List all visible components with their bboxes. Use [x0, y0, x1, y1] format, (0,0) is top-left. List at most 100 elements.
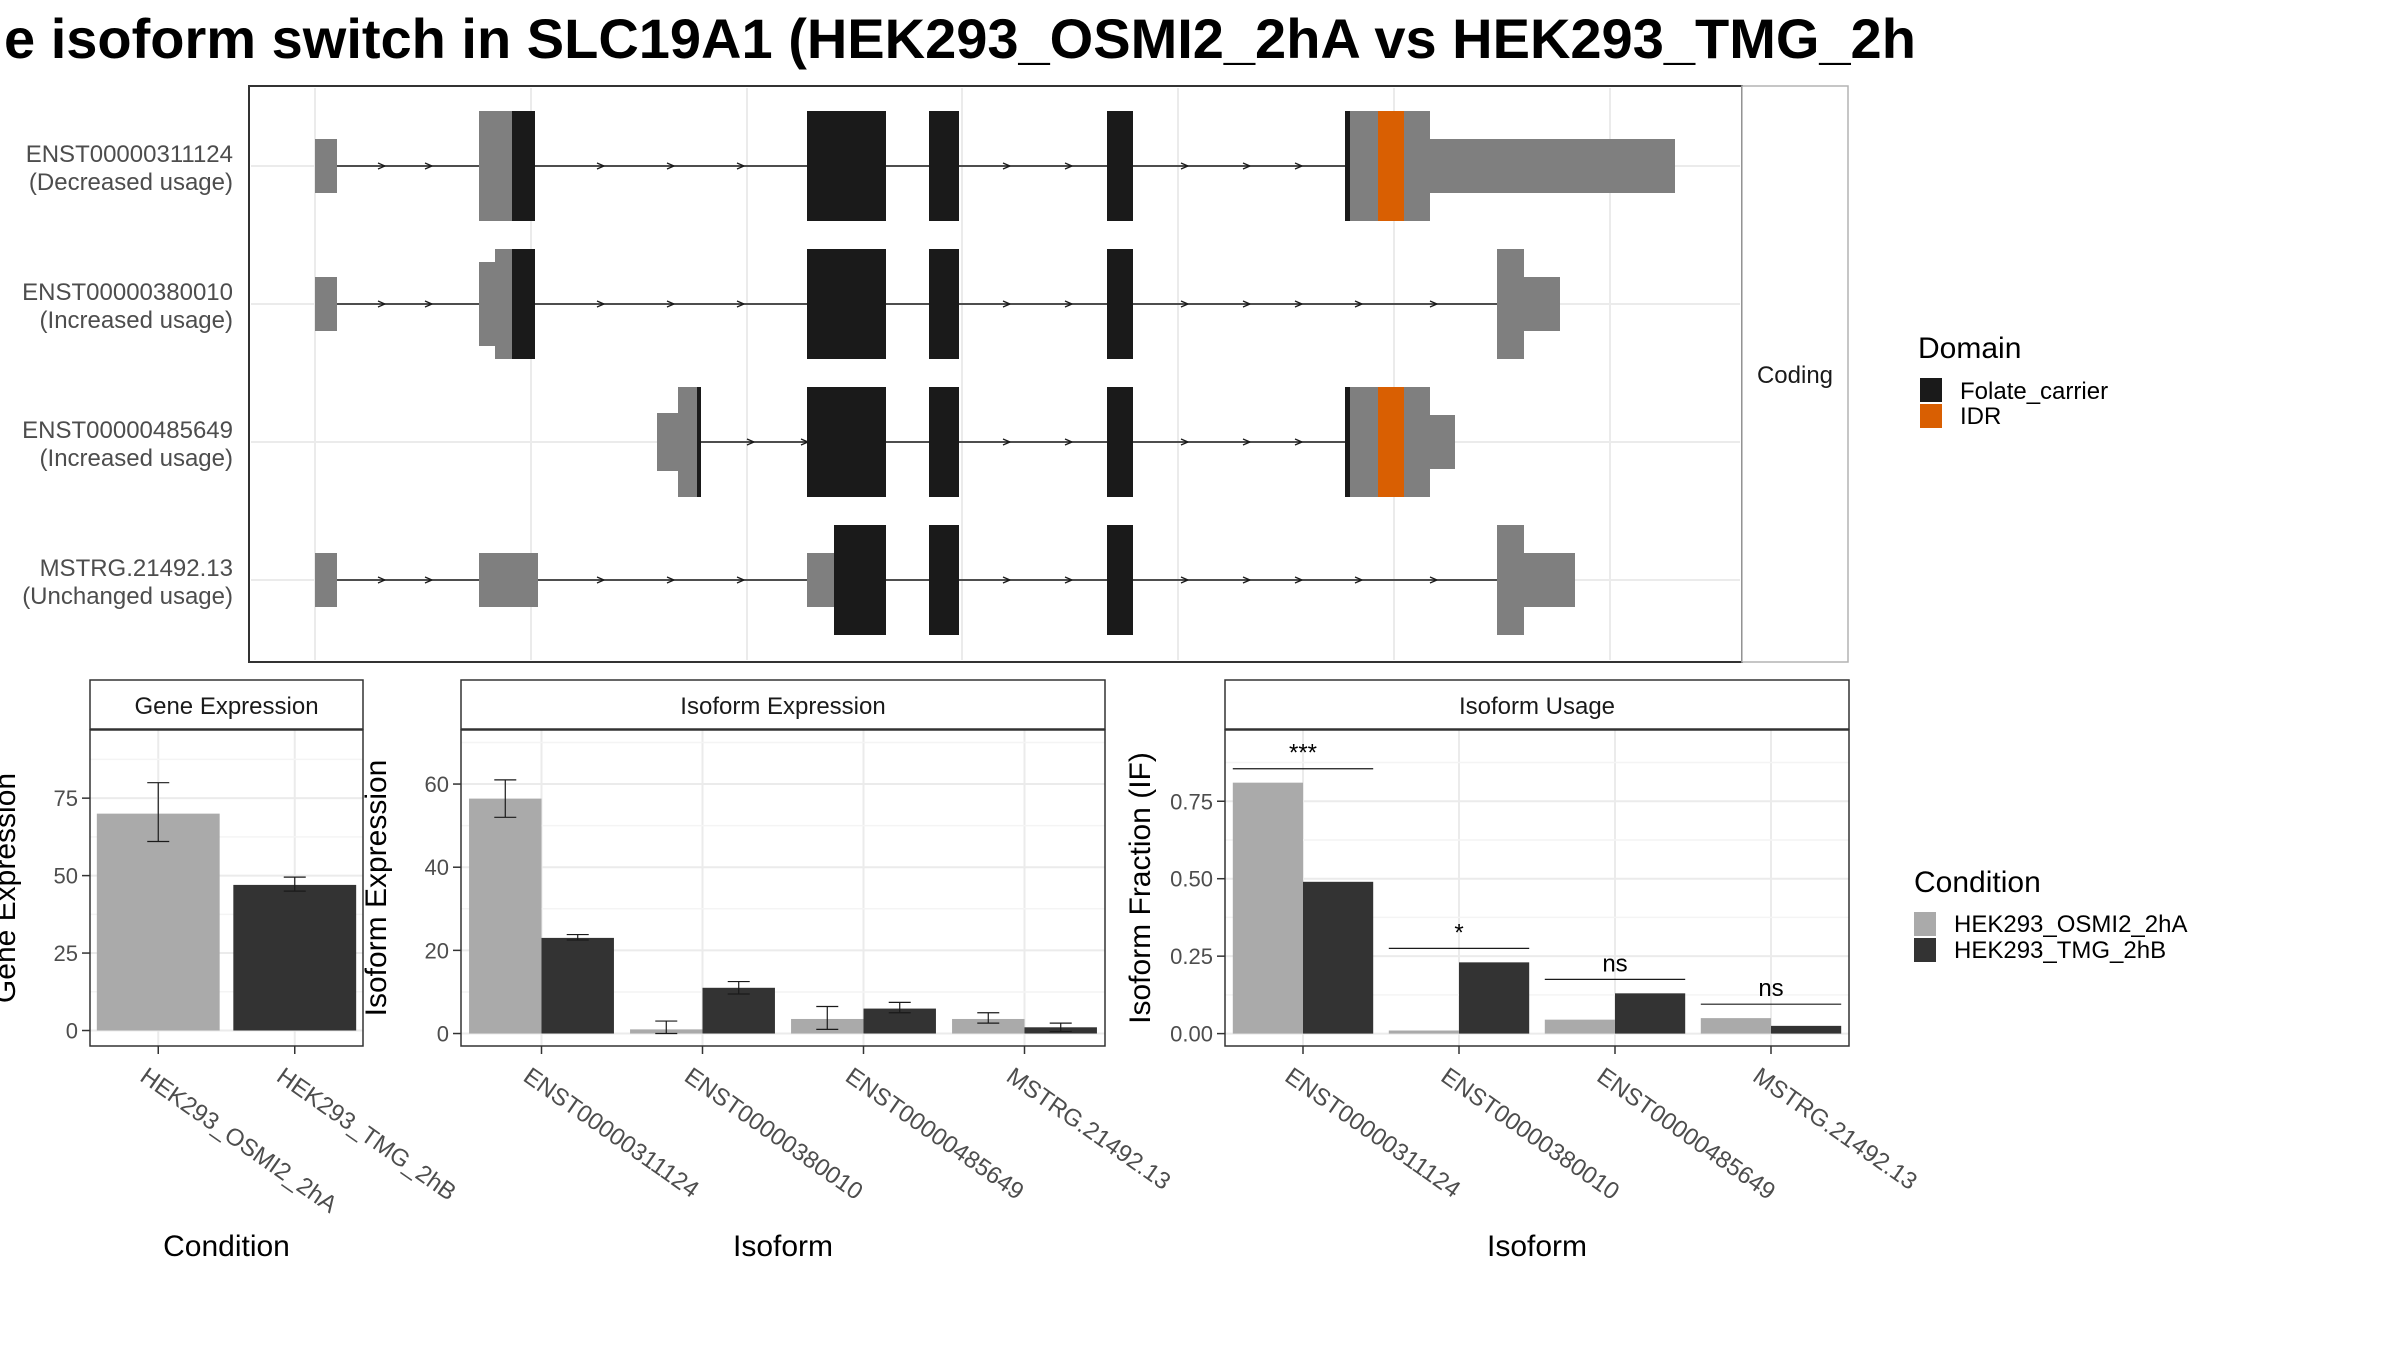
legend-key-cond-b	[1914, 938, 1936, 962]
y-tick-label: 0	[437, 1022, 449, 1047]
y-tick-label: 0	[66, 1019, 78, 1044]
intron-direction-arrow	[1242, 162, 1252, 170]
legend-label-idr: IDR	[1960, 403, 2001, 430]
intron-direction-arrow	[1180, 576, 1190, 584]
exon-utr	[1430, 415, 1455, 469]
exon-folate-carrier	[512, 249, 535, 359]
panel-strip	[460, 679, 1106, 730]
bar	[1771, 1025, 1842, 1034]
legend-key-folate-carrier	[1920, 378, 1942, 402]
exon-folate-carrier	[1345, 111, 1350, 221]
exon-utr	[479, 111, 495, 221]
bar-panel-1: Isoform Expression 0 20 40 60 ENST00000311124…	[360, 679, 1175, 1263]
transcript-label-usage: (Increased usage)	[40, 307, 233, 334]
exon-idr	[1378, 387, 1404, 497]
legend-key-cond-a	[1914, 912, 1936, 936]
bar	[469, 798, 542, 1034]
intron-direction-arrow	[1242, 300, 1252, 308]
panel-title: Gene Expression	[134, 693, 318, 720]
x-tick-label: MSTRG.21492.13	[1001, 1063, 1175, 1196]
y-tick-label: 50	[54, 864, 78, 889]
intron-direction-arrow	[1294, 576, 1304, 584]
exon-folate-carrier	[929, 387, 959, 497]
intron-direction-arrow	[736, 162, 746, 170]
exon-folate-carrier	[834, 525, 886, 635]
panel-strip	[89, 679, 364, 730]
intron-direction-arrow	[1429, 300, 1439, 308]
y-tick-label: 0.75	[1170, 789, 1213, 814]
y-tick-label: 75	[54, 786, 78, 811]
intron-direction-arrow	[736, 576, 746, 584]
exon-folate-carrier	[807, 249, 886, 359]
intron-direction-arrow	[1180, 438, 1190, 446]
condition-legend-title: Condition	[1914, 866, 2041, 899]
x-axis-title: Isoform	[733, 1230, 833, 1263]
exon-utr	[1497, 249, 1524, 359]
legend-label-folate-carrier: Folate_carrier	[1960, 378, 2108, 405]
intron-direction-arrow	[377, 576, 387, 584]
exon-utr	[678, 387, 697, 497]
panel-title: Isoform Expression	[680, 693, 885, 720]
legend-label-cond-a: HEK293_OSMI2_2hA	[1954, 911, 2187, 938]
bar	[1388, 1030, 1459, 1034]
bar	[96, 813, 220, 1031]
exon-folate-carrier	[1345, 387, 1350, 497]
intron-direction-arrow	[377, 300, 387, 308]
figure-title: e isoform switch in SLC19A1 (HEK293_OSMI…	[4, 7, 1916, 70]
intron-direction-arrow	[1294, 300, 1304, 308]
intron-direction-arrow	[596, 162, 606, 170]
exon-utr	[1497, 525, 1524, 635]
transcript-label-usage: (Increased usage)	[40, 445, 233, 472]
y-tick-label: 0.25	[1170, 944, 1213, 969]
x-axis-title: Condition	[163, 1230, 290, 1263]
intron-direction-arrow	[666, 576, 676, 584]
x-tick-label: ENST00000380010	[679, 1063, 867, 1206]
panel-border	[460, 729, 1106, 1047]
exon-utr	[1350, 111, 1378, 221]
intron-direction-arrow	[666, 300, 676, 308]
y-axis-title: Isoform Fraction (IF)	[1124, 752, 1157, 1024]
exon-utr	[315, 277, 337, 331]
exon-utr	[1430, 139, 1675, 193]
transcript-label-usage: (Decreased usage)	[29, 169, 233, 196]
exon-utr	[315, 553, 337, 607]
y-axis-title: Isoform Expression	[360, 760, 393, 1017]
intron-direction-arrow	[1180, 162, 1190, 170]
panel-strip	[1224, 679, 1850, 730]
exon-folate-carrier	[1107, 249, 1133, 359]
panel-border	[89, 729, 364, 1047]
transcript-label-id: ENST00000485649	[22, 417, 233, 444]
exon-utr	[495, 249, 512, 359]
structure-panel: Coding ENST00000311124 (Decreased usage)…	[22, 85, 1849, 663]
intron-direction-arrow	[746, 438, 756, 446]
exon-utr	[1404, 387, 1430, 497]
panel-title: Isoform Usage	[1459, 693, 1615, 720]
bar	[1303, 881, 1374, 1034]
bar-panel-2: Isoform Usage0.000.250.500.75***ENST0000…	[1124, 679, 1922, 1263]
facet-strip-label: Coding	[1757, 362, 1833, 389]
transcript-models	[315, 111, 1675, 635]
intron-direction-arrow	[1064, 300, 1074, 308]
y-tick-label: 40	[425, 855, 449, 880]
bar	[1459, 962, 1530, 1034]
y-tick-label: 0.00	[1170, 1022, 1213, 1047]
intron-direction-arrow	[666, 162, 676, 170]
intron-direction-arrow	[424, 300, 434, 308]
domain-legend: Domain Folate_carrier IDR	[1918, 332, 2108, 430]
y-tick-label: 60	[425, 772, 449, 797]
exon-utr	[495, 111, 512, 221]
intron-direction-arrow	[1242, 438, 1252, 446]
exon-utr	[479, 262, 495, 346]
significance-label: ***	[1289, 740, 1317, 767]
x-tick-label: MSTRG.21492.13	[1748, 1063, 1922, 1196]
exon-idr	[1378, 111, 1404, 221]
transcript-label-id: ENST00000380010	[22, 279, 233, 306]
exon-folate-carrier	[697, 387, 701, 497]
intron-direction-arrow	[1429, 576, 1439, 584]
y-axis-title: Gene Expression	[0, 773, 22, 1003]
bar	[952, 1018, 1025, 1034]
intron-direction-arrow	[1242, 576, 1252, 584]
exon-folate-carrier	[512, 111, 535, 221]
intron-direction-arrow	[736, 300, 746, 308]
